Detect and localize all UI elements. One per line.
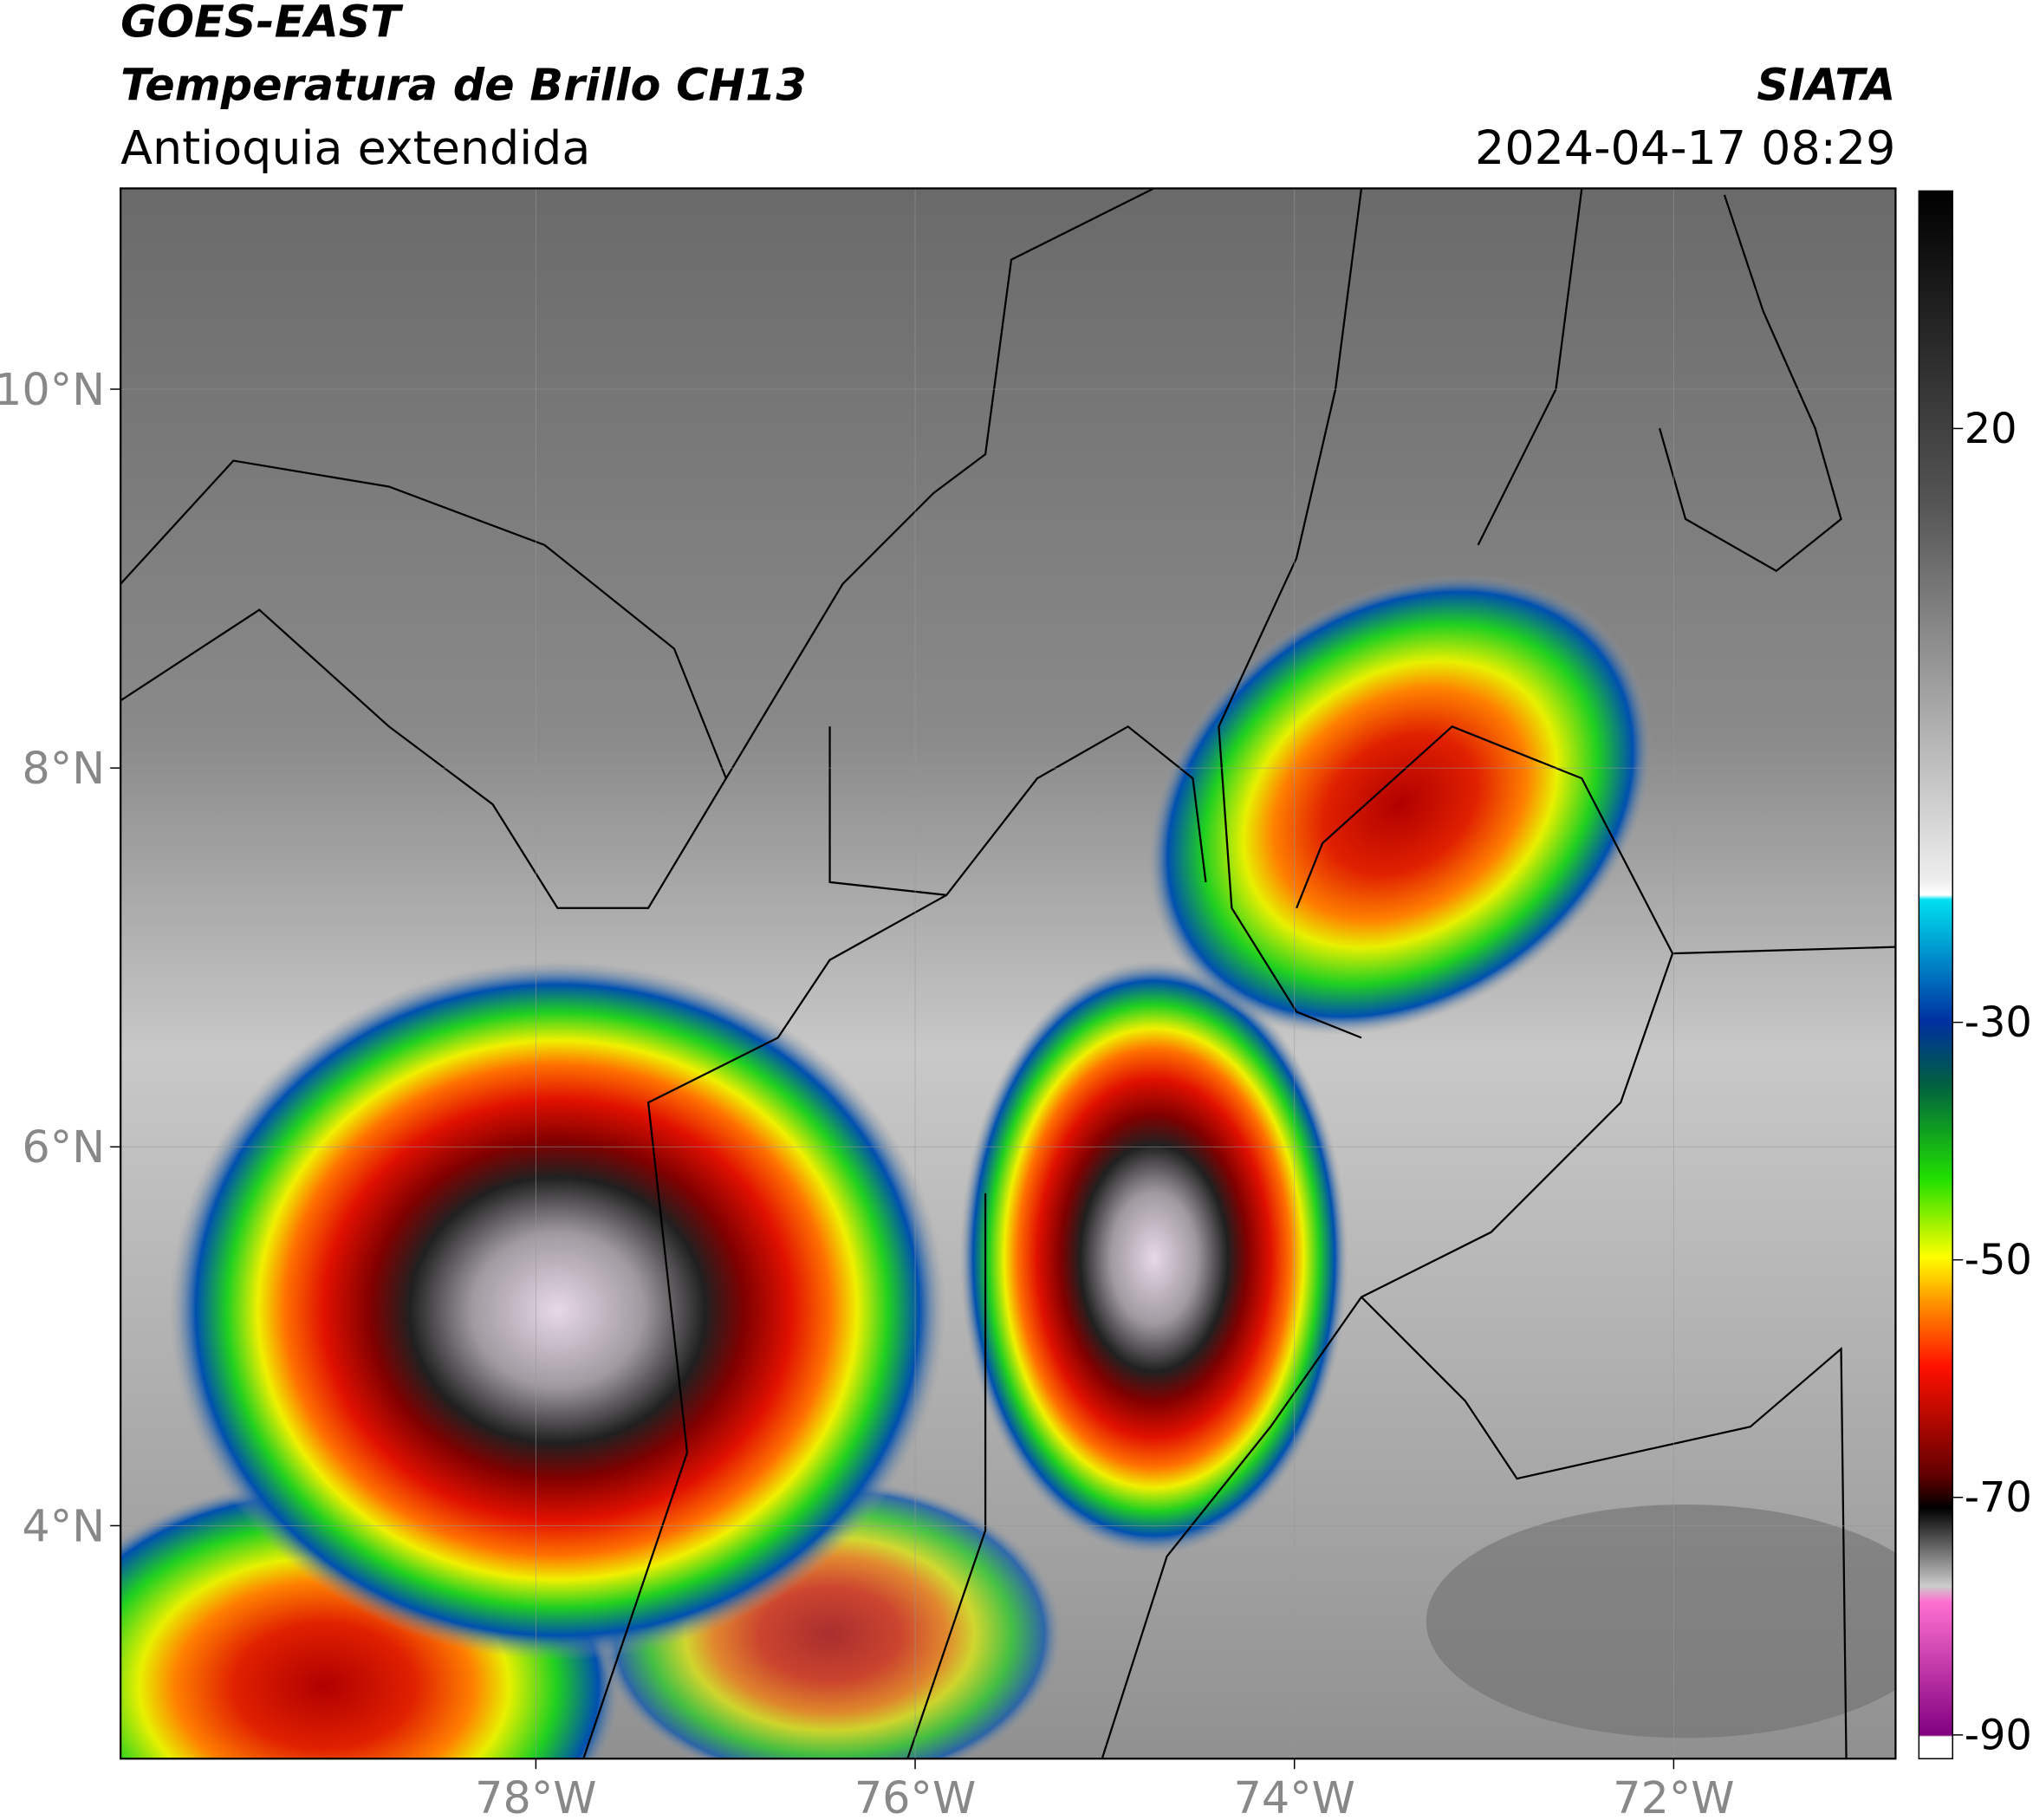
lon-tick-label: 74°W [1233,1772,1354,1820]
lat-tick-label: 4°N [22,1500,105,1551]
colorbar-tick-label: -50 [1965,1237,2032,1284]
storm [168,959,947,1661]
lon-tick-label: 78°W [475,1772,596,1820]
map-area [120,188,1896,1759]
product: Temperatura de Brillo CH13 [120,60,807,111]
datetime: 2024-04-17 08:29 [1475,120,1895,175]
colorbar-tick-label: -70 [1965,1474,2032,1522]
cloud [1426,1505,1896,1739]
colorbar [1918,190,1953,1759]
colorbar-tick-label: -30 [1965,999,2032,1047]
storm [959,959,1349,1557]
satellite: GOES-EAST [120,0,404,47]
storm [1147,573,1653,1036]
lon-tick-label: 76°W [854,1772,976,1820]
lon-tick-label: 72°W [1613,1772,1734,1820]
region: Antioquia extendida [120,120,590,175]
colorbar-tick-label: -90 [1965,1712,2032,1759]
map-frame [120,187,1897,1760]
lat-tick-label: 8°N [22,743,105,794]
lat-tick-label: 10°N [0,364,105,415]
agency: SIATA [1757,60,1895,111]
colorbar-tick-label: 20 [1965,406,2017,453]
lat-tick-label: 6°N [22,1121,105,1173]
